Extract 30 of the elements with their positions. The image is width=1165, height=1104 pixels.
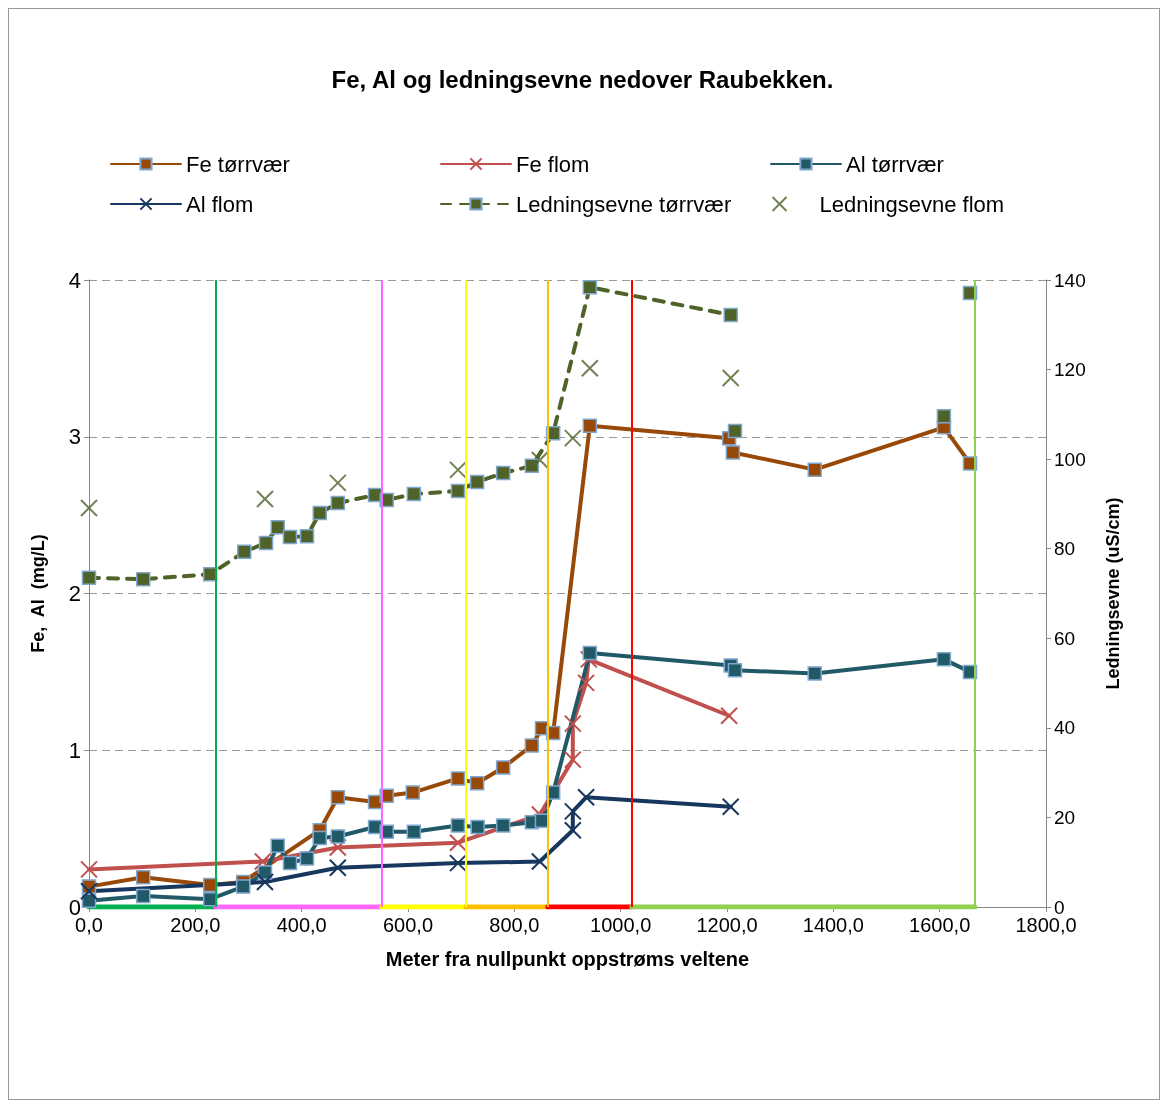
chart-title: Fe, Al og ledningsevne nedover Raubekken. — [331, 65, 834, 93]
y-tick-label: 3 — [68, 424, 81, 450]
legend-label: Al flom — [186, 191, 254, 217]
x-tick-label: 0,0 — [75, 914, 103, 936]
x-tick-label: 1000,0 — [590, 914, 652, 936]
legend-label: Fe flom — [516, 151, 590, 177]
legend-label: Al tørrvær — [846, 151, 944, 177]
y2-tick-label: 120 — [1054, 359, 1086, 381]
y-axis-title: Fe, Al (mg/L) — [28, 534, 48, 653]
x-axis-title: Meter fra nullpunkt oppstrøms veltene — [385, 948, 750, 970]
x-tick-label: 1400,0 — [802, 914, 864, 936]
legend-label: Ledningsevne tørrvær — [516, 191, 732, 217]
x-tick-label: 1200,0 — [696, 914, 758, 936]
x-tick-label: 600,0 — [382, 914, 434, 936]
y2-tick-label: 140 — [1054, 269, 1086, 291]
y2-axis-title: Ledningsevne (uS/cm) — [1103, 497, 1123, 690]
y2-tick-label: 40 — [1054, 717, 1076, 739]
y2-tick-label: 80 — [1054, 538, 1076, 560]
y-tick-label: 1 — [68, 737, 81, 763]
y2-tick-label: 20 — [1054, 806, 1076, 828]
x-tick-label: 800,0 — [489, 914, 540, 936]
x-tick-label: 1600,0 — [909, 914, 971, 936]
x-tick-label: 400,0 — [276, 914, 327, 936]
legend-label: Fe tørrvær — [186, 151, 290, 177]
x-tick-label: 200,0 — [170, 914, 221, 936]
y-tick-label: 2 — [68, 581, 81, 606]
y-tick-label: 4 — [68, 267, 81, 293]
y2-tick-label: 60 — [1054, 627, 1076, 649]
legend-label: Ledningsevne flom — [819, 191, 1005, 217]
y2-tick-label: 100 — [1054, 448, 1086, 470]
